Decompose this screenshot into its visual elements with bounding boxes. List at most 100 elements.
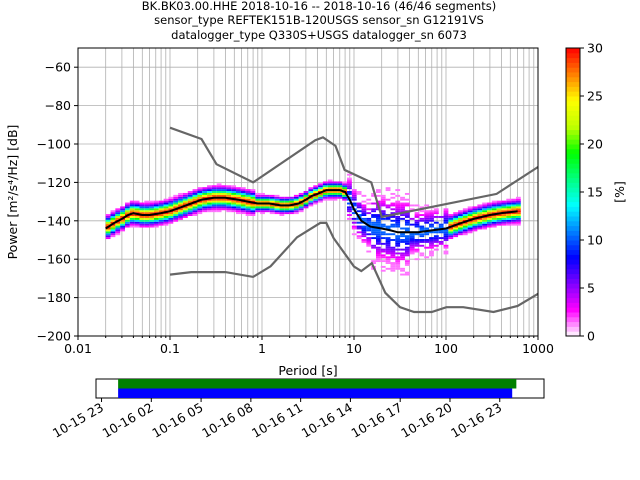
density-cell xyxy=(255,196,261,199)
density-cell xyxy=(245,204,251,207)
density-cell xyxy=(443,233,449,236)
density-cell xyxy=(264,206,270,209)
density-cell xyxy=(264,210,270,213)
density-cell xyxy=(120,210,126,213)
density-cell xyxy=(511,216,516,218)
density-cell xyxy=(158,223,164,226)
density-cell xyxy=(404,254,410,257)
density-cell xyxy=(453,225,459,228)
density-cell xyxy=(274,200,280,203)
density-cell xyxy=(501,223,507,226)
density-cell xyxy=(453,233,459,236)
colorbar-segment xyxy=(566,124,580,131)
colorbar-segment xyxy=(566,115,580,121)
density-cell xyxy=(361,225,367,228)
density-cell xyxy=(216,192,222,195)
density-cell xyxy=(424,219,430,222)
density-cell xyxy=(182,216,188,218)
density-cell xyxy=(429,214,434,216)
density-cell xyxy=(245,214,251,216)
density-cell xyxy=(467,216,473,218)
density-cell xyxy=(182,208,188,211)
density-cell xyxy=(453,235,459,238)
density-cell xyxy=(303,202,309,205)
density-cell xyxy=(125,225,130,228)
density-cell xyxy=(139,225,145,228)
density-cell xyxy=(380,202,386,205)
colorbar-segment xyxy=(566,72,580,78)
density-cell xyxy=(487,204,492,207)
density-cell xyxy=(404,264,410,266)
density-cell xyxy=(337,192,343,195)
density-cell xyxy=(240,189,246,192)
density-cell xyxy=(115,223,121,226)
density-cell xyxy=(255,206,261,209)
density-cell xyxy=(197,212,203,215)
density-cell xyxy=(226,187,232,190)
density-cell xyxy=(424,239,430,241)
colorbar-segment xyxy=(566,105,580,111)
density-cell xyxy=(385,252,391,255)
density-cell xyxy=(197,189,203,192)
x-tick-label: 10 xyxy=(346,341,362,356)
density-cell xyxy=(197,194,203,197)
density-cell xyxy=(231,192,237,195)
density-cell xyxy=(298,206,304,209)
density-cell xyxy=(424,221,430,224)
density-cell xyxy=(429,225,434,228)
density-cell xyxy=(250,210,256,213)
density-cell xyxy=(409,233,415,236)
density-cell xyxy=(467,214,473,216)
density-cell xyxy=(192,214,198,216)
density-cell xyxy=(318,187,323,190)
density-cell xyxy=(375,221,381,224)
density-cell xyxy=(274,208,280,211)
density-cell xyxy=(458,217,463,220)
density-cell xyxy=(308,202,314,205)
chart-title: BK.BK03.00.HHE 2018-10-16 -- 2018-10-16 … xyxy=(142,0,496,13)
density-cell xyxy=(255,192,261,195)
density-cell xyxy=(173,210,179,213)
density-cell xyxy=(375,231,381,234)
density-cell xyxy=(129,221,135,224)
colorbar-segment xyxy=(566,144,580,150)
density-cell xyxy=(149,206,154,209)
density-cell xyxy=(487,216,492,218)
density-cell xyxy=(303,200,309,203)
density-cell xyxy=(327,194,333,197)
density-cell xyxy=(168,221,174,224)
density-cell xyxy=(511,221,516,224)
density-cell xyxy=(110,233,116,236)
density-cell xyxy=(168,216,174,218)
density-cell xyxy=(472,216,478,218)
density-cell xyxy=(366,237,372,240)
density-cell xyxy=(375,258,381,261)
density-cell xyxy=(414,212,420,215)
colorbar-segment xyxy=(566,192,580,198)
density-cell xyxy=(501,221,507,224)
density-cell xyxy=(448,229,454,232)
density-cell xyxy=(404,204,410,207)
colorbar-segment xyxy=(566,225,580,231)
density-cell xyxy=(424,212,430,215)
density-cell xyxy=(182,214,188,216)
density-cell xyxy=(404,260,410,263)
density-cell xyxy=(400,227,405,230)
colorbar-segment xyxy=(566,220,580,227)
density-cell xyxy=(178,192,183,195)
density-cell xyxy=(501,204,507,207)
density-cell xyxy=(144,200,150,203)
density-cell xyxy=(414,240,420,243)
density-cell xyxy=(322,183,328,186)
density-cell xyxy=(506,202,512,205)
density-cell xyxy=(366,227,372,230)
density-cell xyxy=(404,240,410,243)
density-cell xyxy=(424,246,430,249)
density-cell xyxy=(250,198,256,201)
density-cell xyxy=(453,229,459,232)
density-cell xyxy=(207,210,212,213)
density-cell xyxy=(453,219,459,222)
density-cell xyxy=(371,202,376,205)
density-cell xyxy=(390,264,396,266)
density-cell xyxy=(356,192,362,195)
